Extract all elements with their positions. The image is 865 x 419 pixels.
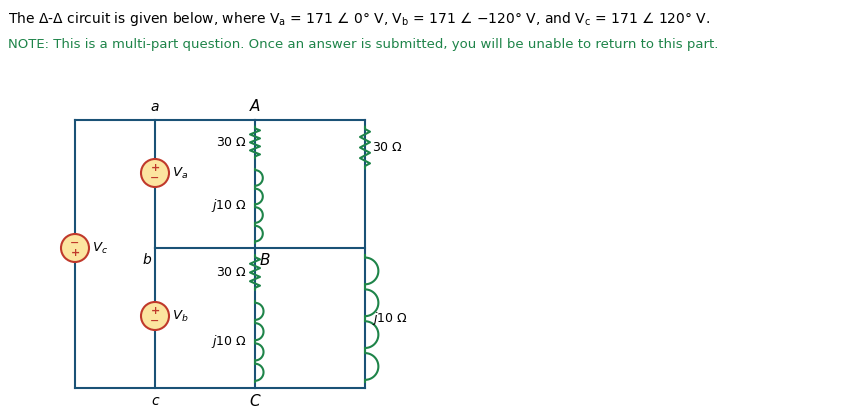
Text: $V_b$: $V_b$ — [172, 308, 189, 323]
Text: a: a — [151, 100, 159, 114]
Text: 30 $\Omega$: 30 $\Omega$ — [216, 136, 247, 149]
Text: c: c — [151, 394, 159, 408]
Text: −: − — [151, 316, 160, 326]
Text: C: C — [250, 394, 260, 409]
Circle shape — [141, 302, 169, 330]
Text: +: + — [151, 306, 160, 316]
Text: A: A — [250, 99, 260, 114]
Text: 30 $\Omega$: 30 $\Omega$ — [372, 141, 403, 154]
Text: $j$10 $\Omega$: $j$10 $\Omega$ — [372, 310, 408, 327]
Text: NOTE: This is a multi-part question. Once an answer is submitted, you will be un: NOTE: This is a multi-part question. Onc… — [8, 38, 718, 51]
Text: $V_a$: $V_a$ — [172, 166, 188, 181]
Text: B: B — [260, 253, 271, 268]
Text: The $\Delta$-$\Delta$ circuit is given below, where V$_\mathrm{a}$ = 171 $\angle: The $\Delta$-$\Delta$ circuit is given b… — [8, 10, 710, 28]
Text: −: − — [151, 173, 160, 183]
Text: +: + — [151, 163, 160, 173]
Text: +: + — [70, 248, 80, 258]
Text: $j$10 $\Omega$: $j$10 $\Omega$ — [211, 197, 247, 214]
Text: b: b — [142, 253, 151, 267]
Text: 30 $\Omega$: 30 $\Omega$ — [216, 266, 247, 279]
Circle shape — [61, 234, 89, 262]
Text: $j$10 $\Omega$: $j$10 $\Omega$ — [211, 333, 247, 350]
Text: $V_c$: $V_c$ — [92, 241, 108, 256]
Circle shape — [141, 159, 169, 187]
Text: −: − — [70, 238, 80, 248]
